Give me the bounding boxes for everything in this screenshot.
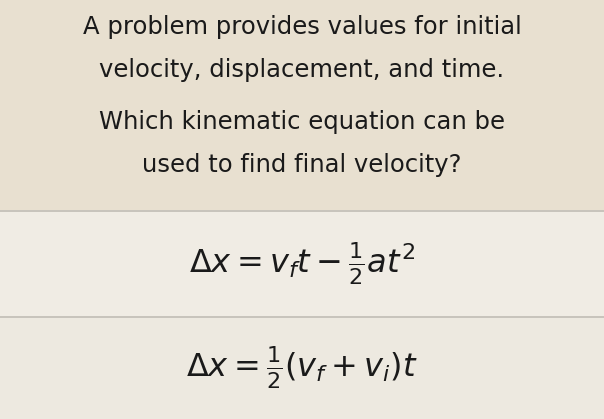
Bar — [0, 317, 604, 419]
Bar — [0, 316, 604, 318]
Text: Which kinematic equation can be: Which kinematic equation can be — [99, 110, 505, 134]
Bar — [0, 211, 604, 317]
Text: velocity, displacement, and time.: velocity, displacement, and time. — [100, 58, 504, 82]
Text: $\Delta x = v_f t - \frac{1}{2}at^2$: $\Delta x = v_f t - \frac{1}{2}at^2$ — [189, 241, 415, 287]
Bar — [0, 0, 604, 211]
Bar — [0, 210, 604, 212]
Text: $\Delta x = \frac{1}{2}(v_f + v_i)t$: $\Delta x = \frac{1}{2}(v_f + v_i)t$ — [186, 345, 418, 391]
Text: A problem provides values for initial: A problem provides values for initial — [83, 16, 521, 39]
Text: used to find final velocity?: used to find final velocity? — [143, 153, 461, 176]
